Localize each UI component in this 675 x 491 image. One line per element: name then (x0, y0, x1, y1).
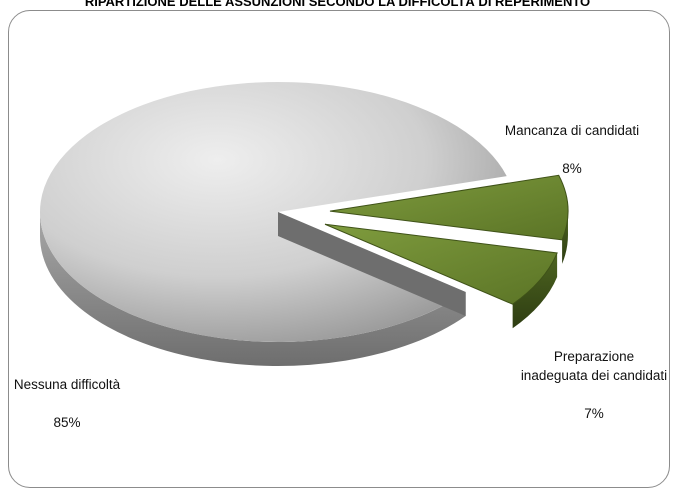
slice-mancanza-rim (562, 211, 568, 264)
slice-nessuna-wall (278, 212, 466, 316)
slice-mancanza-top (329, 174, 569, 241)
label-mancanza: Mancanza di candidati 8% (502, 102, 642, 178)
slice-preparazione-top (324, 223, 558, 305)
label-preparazione-pct: 7% (584, 406, 604, 421)
label-mancanza-pct: 8% (562, 161, 582, 176)
label-nessuna: Nessuna difficoltà 85% (12, 356, 122, 432)
label-preparazione-name: Preparazione inadeguata dei candidati (520, 349, 668, 383)
slice-preparazione-rim (512, 252, 558, 329)
label-nessuna-name: Nessuna difficoltà (13, 377, 121, 392)
label-mancanza-name: Mancanza di candidati (504, 123, 640, 138)
slice-nessuna-rim (40, 212, 466, 367)
label-nessuna-pct: 85% (53, 415, 81, 430)
chart-title: RIPARTIZIONE DELLE ASSUNZIONI SECONDO LA… (84, 0, 591, 9)
label-preparazione: Preparazione inadeguata dei candidati 7% (520, 328, 668, 423)
